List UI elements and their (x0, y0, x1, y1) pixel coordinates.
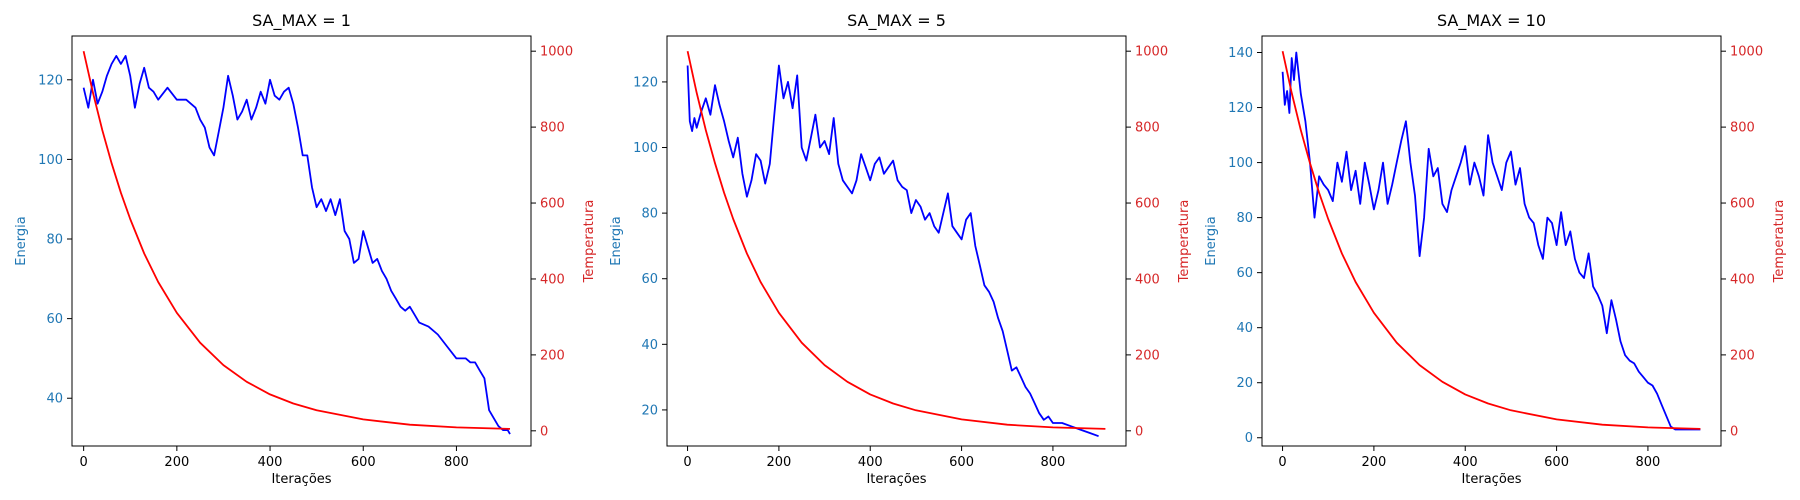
x-axis-label: Iterações (271, 472, 331, 487)
x-tick-label: 0 (683, 455, 691, 470)
y-tick-label: 100 (38, 153, 63, 168)
temperature-series-line (1281, 51, 1701, 430)
x-tick-label: 800 (1041, 455, 1066, 470)
y-tick-label: 60 (641, 272, 658, 287)
y-right-tick-label: 800 (1730, 121, 1755, 136)
y-tick-label: 100 (633, 141, 658, 156)
x-tick-label: 400 (858, 455, 883, 470)
energy-series-line (686, 64, 1099, 438)
y-right-tick-label: 0 (540, 424, 548, 439)
y-right-tick-label: 800 (540, 121, 565, 136)
y-tick-label: 120 (38, 73, 63, 88)
chart-title: SA_MAX = 10 (1437, 11, 1546, 31)
subplot-1: SA_MAX = 1 0 200 400 600 800 40 60 80 100 120 0 200 4… (14, 11, 597, 487)
x-tick-label: 600 (351, 455, 376, 470)
x-tick-label: 200 (766, 455, 791, 470)
chart-title: SA_MAX = 1 (252, 11, 351, 31)
y-tick-label: 60 (1236, 266, 1253, 281)
y-right-tick-label: 400 (540, 272, 565, 287)
y-right-tick-label: 1000 (1730, 45, 1763, 60)
x-axis-label: Iterações (1461, 472, 1521, 487)
y-tick-label: 140 (1228, 46, 1253, 61)
y-tick-label: 20 (1236, 376, 1253, 391)
x-tick-label: 400 (258, 455, 283, 470)
energy-series-line (82, 55, 511, 435)
y-right-tick-label: 200 (1730, 348, 1755, 363)
x-tick-label: 800 (444, 455, 469, 470)
y-right-axis-label: Temperatura (582, 200, 597, 284)
y-right-axis-label: Temperatura (1772, 200, 1787, 284)
subplot-3: SA_MAX = 10 0 200 400 600 800 0 20 40 60 80 100 120 1… (1204, 11, 1787, 487)
y-tick-label: 40 (46, 392, 63, 407)
y-axis-label: Energia (609, 216, 624, 265)
y-tick-label: 80 (1236, 211, 1253, 226)
y-right-tick-label: 200 (540, 348, 565, 363)
y-right-tick-label: 200 (1135, 348, 1160, 363)
y-tick-label: 20 (641, 403, 658, 418)
y-tick-label: 60 (46, 312, 63, 327)
temperature-series-line (686, 51, 1106, 430)
y-right-tick-label: 0 (1730, 424, 1738, 439)
plot-frame (1261, 35, 1722, 447)
x-tick-label: 800 (1636, 455, 1661, 470)
x-tick-label: 0 (80, 455, 88, 470)
y-right-axis-label: Temperatura (1177, 200, 1192, 284)
y-axis-label: Energia (14, 216, 29, 265)
plot-frame (71, 35, 532, 447)
y-tick-label: 120 (1228, 101, 1253, 116)
y-right-tick-label: 800 (1135, 121, 1160, 136)
y-tick-label: 0 (1245, 431, 1253, 446)
x-axis-label: Iterações (866, 472, 926, 487)
y-right-tick-label: 400 (1730, 272, 1755, 287)
y-tick-label: 80 (641, 207, 658, 222)
x-tick-label: 600 (1544, 455, 1569, 470)
y-right-tick-label: 1000 (540, 45, 573, 60)
y-right-tick-label: 0 (1135, 424, 1143, 439)
y-tick-label: 120 (633, 75, 658, 90)
x-tick-label: 200 (164, 455, 189, 470)
x-tick-label: 400 (1453, 455, 1478, 470)
plot-frame (666, 35, 1127, 447)
y-right-tick-label: 600 (540, 197, 565, 212)
y-tick-label: 40 (641, 338, 658, 353)
y-axis-label: Energia (1204, 216, 1219, 265)
subplot-2: SA_MAX = 5 0 200 400 600 800 20 40 60 80 100 120 0 20… (609, 11, 1192, 487)
y-tick-label: 100 (1228, 156, 1253, 171)
y-right-tick-label: 400 (1135, 272, 1160, 287)
x-tick-label: 0 (1278, 455, 1286, 470)
y-tick-label: 40 (1236, 321, 1253, 336)
chart-title: SA_MAX = 5 (847, 11, 946, 31)
y-tick-label: 80 (46, 233, 63, 248)
y-right-tick-label: 600 (1135, 197, 1160, 212)
x-tick-label: 200 (1361, 455, 1386, 470)
y-right-tick-label: 1000 (1135, 45, 1168, 60)
energy-series-line (1281, 51, 1701, 431)
x-tick-label: 600 (949, 455, 974, 470)
temperature-series-line (82, 51, 511, 430)
y-right-tick-label: 600 (1730, 197, 1755, 212)
